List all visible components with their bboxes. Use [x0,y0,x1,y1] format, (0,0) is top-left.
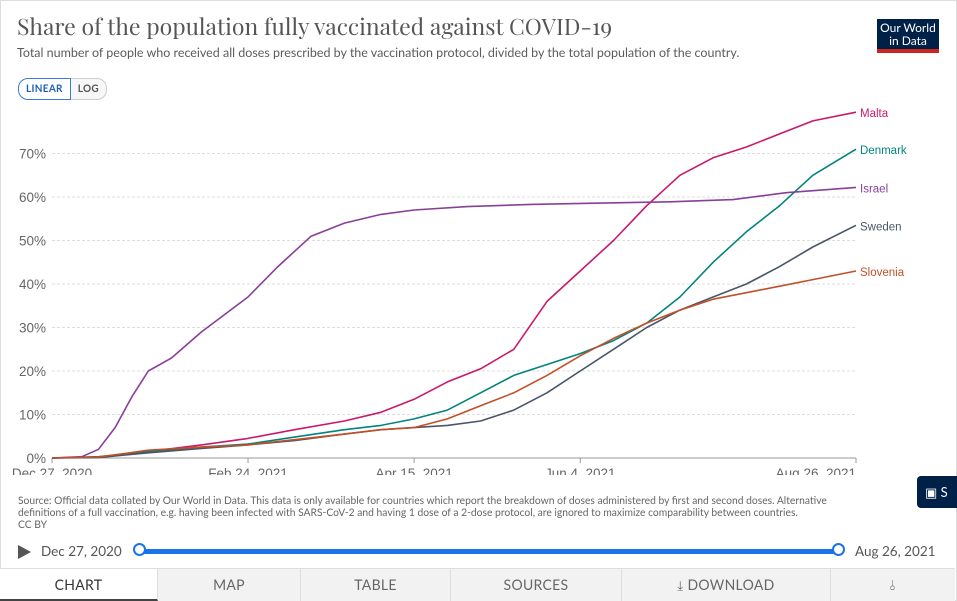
x-tick-label: Apr 15, 2021 [375,466,452,475]
tab-share[interactable]: ⫰ [831,569,955,601]
tab-sources[interactable]: SOURCES [451,569,622,601]
source-note: Source: Official data collated by Our Wo… [18,495,868,531]
share-icon: ⫰ [889,576,897,593]
y-tick-label: 20% [19,364,46,379]
tab-download[interactable]: ⤓ DOWNLOAD [622,569,831,601]
scale-toggle: LINEAR LOG [18,78,107,100]
chart-subtitle: Total number of people who received all … [17,45,740,60]
series-line-slovenia [51,270,857,459]
logo-line-1: Our World [880,20,936,35]
linear-scale-button[interactable]: LINEAR [18,78,71,100]
y-tick-label: 60% [19,190,46,205]
tab-table[interactable]: TABLE [301,569,451,601]
line-chart: 0% 10% 20% 30% 40% 50% 60% 70% Dec 27, 2020 Feb … [12,108,907,475]
y-tick-label: 40% [19,277,46,292]
series-label-malta: Malta [860,108,889,120]
download-icon: ⤓ [677,577,684,593]
logo-line-2: in Data [889,33,927,48]
x-tick-label: Jun 4, 2021 [545,466,616,475]
series-label-israel: Israel [860,183,888,195]
owid-logo[interactable]: Our World in Data [877,19,939,53]
x-tick-label: Dec 27, 2020 [12,466,92,475]
play-icon[interactable] [18,545,31,559]
log-scale-button[interactable]: LOG [70,78,107,100]
x-tick-label: Aug 26, 2021 [776,466,856,475]
y-tick-label: 10% [19,408,46,423]
series-label-sweden: Sweden [860,221,902,233]
timeline-start-label: Dec 27, 2020 [41,543,122,559]
y-tick-label: 30% [19,321,46,336]
timeline-end-label: Aug 26, 2021 [855,543,936,559]
x-tick-label: Feb 24, 2021 [208,466,288,475]
license-text[interactable]: CC BY [18,519,48,531]
tab-download-label: DOWNLOAD [687,576,775,593]
share-card-icon: ▣ [925,484,938,500]
series-line-sweden [51,224,857,459]
timeline-start-handle[interactable] [133,543,146,556]
y-tick-label: 0% [26,451,46,466]
chart-title: Share of the population fully vaccinated… [17,10,613,41]
series-line-israel [51,186,857,459]
tab-chart[interactable]: CHART [0,569,158,601]
bottom-tabs: CHART MAP TABLE SOURCES ⤓ DOWNLOAD ⫰ [0,568,955,601]
series-label-denmark: Denmark [860,145,907,157]
y-tick-label: 70% [19,147,46,162]
side-button-label: S [940,484,948,500]
y-tick-label: 50% [19,234,46,249]
timeline-end-handle[interactable] [832,543,845,556]
series-line-malta [51,111,857,459]
side-share-button[interactable]: ▣ S [917,476,957,508]
series-line-denmark [51,148,857,459]
timeline-track[interactable] [140,549,839,554]
timeline: Dec 27, 2020 Aug 26, 2021 [18,541,938,563]
series-label-slovenia: Slovenia [860,267,905,279]
tab-map[interactable]: MAP [158,569,301,601]
source-text: Source: Official data collated by Our Wo… [18,495,827,519]
